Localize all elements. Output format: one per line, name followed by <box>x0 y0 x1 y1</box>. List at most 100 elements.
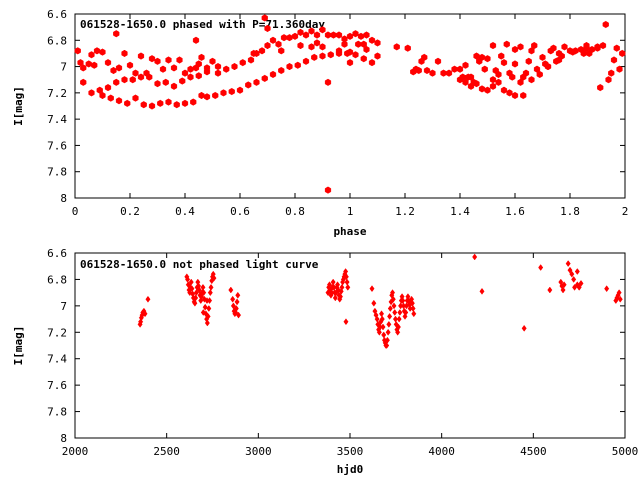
data-point <box>489 76 497 84</box>
data-point <box>588 45 596 54</box>
data-point <box>403 309 409 316</box>
data-point <box>360 55 367 63</box>
x-tick-label: 4000 <box>428 445 455 458</box>
data-point <box>148 55 156 63</box>
data-point <box>146 73 153 81</box>
data-point <box>190 98 197 106</box>
y-tick-label: 7.8 <box>47 166 67 179</box>
data-point <box>200 283 206 291</box>
data-point <box>324 31 332 39</box>
data-point <box>395 323 401 331</box>
data-point <box>498 52 505 60</box>
data-point <box>302 31 310 39</box>
data-point <box>234 298 240 306</box>
data-point <box>363 31 370 39</box>
data-point <box>132 69 139 77</box>
data-point <box>319 43 326 51</box>
data-point <box>617 295 623 303</box>
data-point <box>198 53 205 61</box>
data-point <box>576 283 582 291</box>
y-tick-label: 7.2 <box>47 326 67 339</box>
data-point <box>569 270 575 278</box>
data-point <box>473 80 480 88</box>
data-point <box>616 289 622 297</box>
y-tick-label: 7.4 <box>47 113 67 126</box>
data-point <box>275 40 282 48</box>
x-tick-label: 5000 <box>612 445 639 458</box>
data-point <box>344 278 350 286</box>
data-point <box>203 93 211 101</box>
data-point <box>478 85 486 93</box>
data-point <box>313 39 321 47</box>
data-point <box>235 291 241 299</box>
data-point <box>597 84 604 92</box>
data-point <box>445 69 453 77</box>
data-point <box>297 41 304 50</box>
data-point <box>140 101 147 109</box>
data-point <box>231 62 238 71</box>
data-point <box>451 65 458 73</box>
plot-frame <box>74 13 626 199</box>
data-point <box>619 49 626 58</box>
data-point <box>338 287 344 295</box>
data-point <box>528 47 535 55</box>
data-point <box>429 69 436 77</box>
data-point <box>462 61 469 69</box>
data-point <box>294 61 301 69</box>
data-point <box>198 293 205 301</box>
data-point <box>176 56 183 64</box>
data-point <box>578 279 584 287</box>
data-point <box>228 87 235 96</box>
data-point <box>421 53 428 61</box>
data-point <box>179 77 186 85</box>
data-point <box>88 89 95 97</box>
data-point <box>205 313 211 320</box>
data-point <box>200 309 206 316</box>
data-point <box>489 41 497 50</box>
y-tick-label: 6.6 <box>47 8 67 21</box>
data-point <box>311 53 318 61</box>
data-point <box>484 86 491 94</box>
data-point <box>561 281 567 289</box>
data-point <box>124 99 131 107</box>
data-point <box>462 78 469 86</box>
data-point <box>173 101 180 109</box>
data-point <box>193 294 199 302</box>
data-point <box>148 102 156 110</box>
x-tick-label: 0.4 <box>175 205 195 218</box>
data-point <box>264 41 271 50</box>
data-point <box>500 59 508 67</box>
data-point <box>517 78 524 86</box>
data-point <box>115 97 123 105</box>
data-point <box>456 65 464 73</box>
data-point <box>610 56 618 64</box>
data-point <box>539 53 546 61</box>
data-point <box>324 186 332 194</box>
chart-title: 061528-1650.0 phased with P=71.360day <box>80 18 325 31</box>
data-point <box>206 305 212 312</box>
data-point <box>489 82 497 90</box>
data-point <box>247 56 255 64</box>
data-point <box>479 287 485 295</box>
data-point <box>411 310 417 318</box>
data-point <box>544 62 552 71</box>
data-point <box>511 45 519 54</box>
data-point <box>380 323 386 331</box>
data-point <box>291 32 299 40</box>
data-point <box>495 78 502 86</box>
data-point <box>369 285 375 293</box>
data-point <box>536 70 543 79</box>
data-point <box>269 36 277 44</box>
data-point <box>245 81 252 89</box>
data-point <box>170 82 178 90</box>
x-tick-label: 4500 <box>520 445 547 458</box>
data-point <box>368 36 376 44</box>
data-point <box>602 20 609 29</box>
data-point <box>550 44 557 52</box>
x-tick-label: 1.8 <box>560 205 580 218</box>
data-point <box>371 299 377 307</box>
data-point <box>228 286 234 294</box>
data-point <box>204 297 210 304</box>
x-tick-label: 0 <box>72 205 79 218</box>
